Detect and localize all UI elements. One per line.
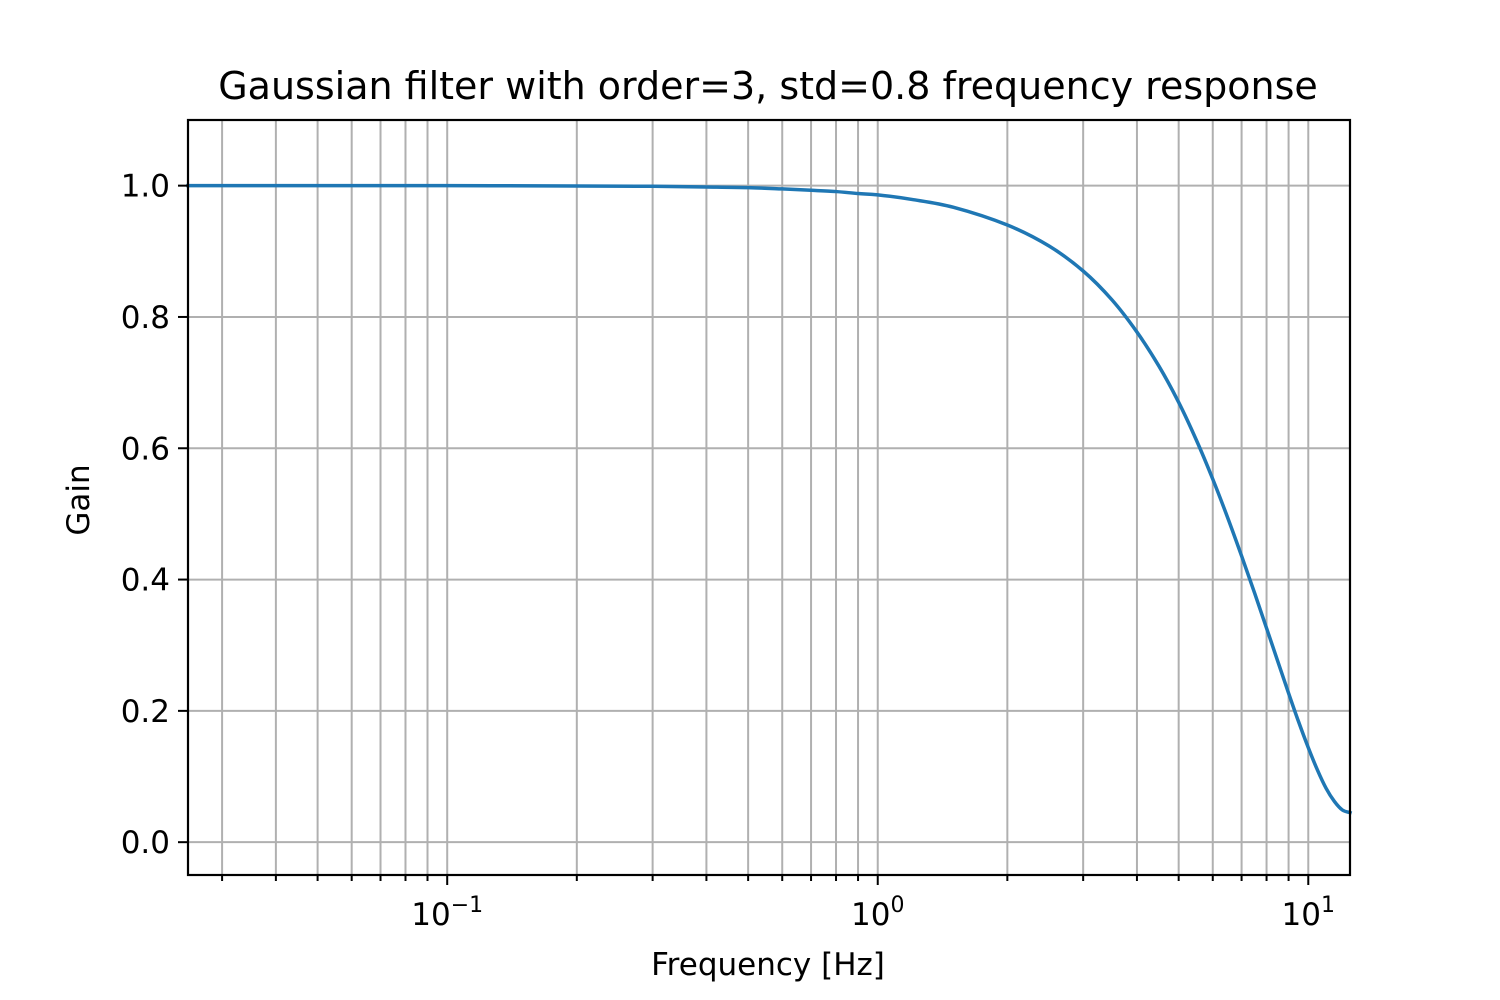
tick-labels: 10−1 100 101 0.0 0.2 0.4 0.6 0.8 1.0 <box>121 169 1335 933</box>
series-layer <box>186 183 1353 815</box>
y-tick-label: 1.0 <box>121 169 170 205</box>
y-tick-label: 0.8 <box>121 300 170 336</box>
y-tick-label: 0.2 <box>121 694 170 730</box>
y-tick-label: 0.0 <box>121 825 170 861</box>
y-axis-label: Gain <box>61 464 97 535</box>
x-axis-label: Frequency [Hz] <box>651 947 885 983</box>
grid <box>188 120 1350 875</box>
y-tick-label: 0.4 <box>121 563 170 599</box>
ticks <box>178 184 1310 885</box>
series-line <box>186 183 1353 815</box>
x-tick-label: 101 <box>1282 893 1335 933</box>
x-tick-label: 10−1 <box>411 893 483 933</box>
axes-frame <box>186 118 1352 877</box>
plot-area <box>188 120 1350 875</box>
x-tick-label: 100 <box>851 893 904 933</box>
y-tick-label: 0.6 <box>121 431 170 467</box>
chart-title: Gaussian filter with order=3, std=0.8 fr… <box>218 64 1318 108</box>
